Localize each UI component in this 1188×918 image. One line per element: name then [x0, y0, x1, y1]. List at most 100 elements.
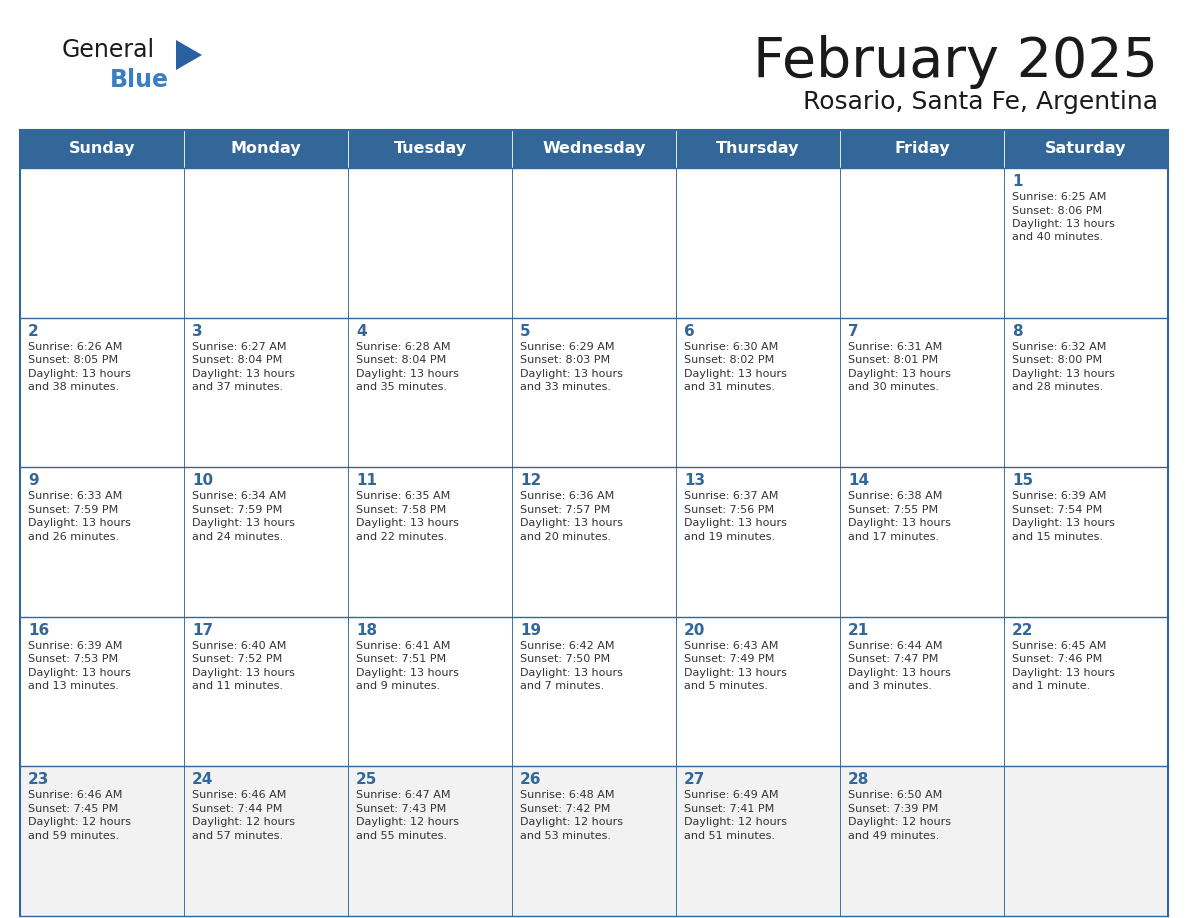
- Text: Sunset: 7:41 PM: Sunset: 7:41 PM: [684, 804, 775, 814]
- Bar: [20, 467, 184, 617]
- Text: Sunset: 8:03 PM: Sunset: 8:03 PM: [520, 355, 611, 365]
- Text: Daylight: 13 hours: Daylight: 13 hours: [1012, 667, 1114, 677]
- Text: Daylight: 13 hours: Daylight: 13 hours: [520, 518, 623, 528]
- Bar: [348, 168, 512, 318]
- Text: Daylight: 13 hours: Daylight: 13 hours: [848, 667, 950, 677]
- Bar: [676, 318, 840, 467]
- Text: 26: 26: [520, 772, 542, 788]
- Text: General: General: [62, 38, 156, 62]
- Text: Daylight: 13 hours: Daylight: 13 hours: [192, 667, 295, 677]
- Text: Sunset: 7:55 PM: Sunset: 7:55 PM: [848, 505, 939, 515]
- Text: and 9 minutes.: and 9 minutes.: [356, 681, 440, 691]
- Text: Daylight: 13 hours: Daylight: 13 hours: [684, 369, 786, 378]
- Text: Rosario, Santa Fe, Argentina: Rosario, Santa Fe, Argentina: [803, 90, 1158, 114]
- Text: Daylight: 13 hours: Daylight: 13 hours: [520, 667, 623, 677]
- Text: Sunrise: 6:30 AM: Sunrise: 6:30 AM: [684, 341, 778, 352]
- Text: and 40 minutes.: and 40 minutes.: [1012, 232, 1104, 242]
- Text: Sunset: 8:04 PM: Sunset: 8:04 PM: [192, 355, 283, 365]
- Text: February 2025: February 2025: [753, 35, 1158, 89]
- Text: 3: 3: [192, 324, 203, 339]
- Text: 24: 24: [192, 772, 214, 788]
- Text: Sunrise: 6:41 AM: Sunrise: 6:41 AM: [356, 641, 450, 651]
- Text: Daylight: 13 hours: Daylight: 13 hours: [848, 518, 950, 528]
- Text: Daylight: 12 hours: Daylight: 12 hours: [520, 817, 623, 827]
- Text: 17: 17: [192, 622, 213, 638]
- Text: Sunset: 8:05 PM: Sunset: 8:05 PM: [29, 355, 118, 365]
- Text: Sunrise: 6:26 AM: Sunrise: 6:26 AM: [29, 341, 122, 352]
- Text: 21: 21: [848, 622, 870, 638]
- Bar: [1004, 318, 1168, 467]
- Bar: [840, 168, 1004, 318]
- Text: Friday: Friday: [895, 141, 950, 156]
- Text: 6: 6: [684, 324, 695, 339]
- Bar: [184, 467, 348, 617]
- Bar: [20, 130, 184, 168]
- Bar: [676, 617, 840, 767]
- Text: Sunrise: 6:35 AM: Sunrise: 6:35 AM: [356, 491, 450, 501]
- Text: and 53 minutes.: and 53 minutes.: [520, 831, 611, 841]
- Text: Wednesday: Wednesday: [542, 141, 646, 156]
- Bar: [512, 168, 676, 318]
- Text: Sunset: 7:47 PM: Sunset: 7:47 PM: [848, 655, 939, 665]
- Text: Daylight: 13 hours: Daylight: 13 hours: [520, 369, 623, 378]
- Text: Daylight: 13 hours: Daylight: 13 hours: [29, 369, 131, 378]
- Text: Sunset: 7:46 PM: Sunset: 7:46 PM: [1012, 655, 1102, 665]
- Text: 18: 18: [356, 622, 377, 638]
- Text: 22: 22: [1012, 622, 1034, 638]
- Text: and 31 minutes.: and 31 minutes.: [684, 382, 775, 392]
- Text: 4: 4: [356, 324, 367, 339]
- Text: Sunset: 7:45 PM: Sunset: 7:45 PM: [29, 804, 119, 814]
- Text: and 26 minutes.: and 26 minutes.: [29, 532, 119, 542]
- Text: 27: 27: [684, 772, 706, 788]
- Text: 9: 9: [29, 473, 39, 488]
- Text: Thursday: Thursday: [716, 141, 800, 156]
- Bar: [840, 467, 1004, 617]
- Text: 25: 25: [356, 772, 378, 788]
- Text: Blue: Blue: [110, 68, 169, 92]
- Text: Sunset: 7:42 PM: Sunset: 7:42 PM: [520, 804, 611, 814]
- Text: and 15 minutes.: and 15 minutes.: [1012, 532, 1102, 542]
- Text: Sunset: 8:00 PM: Sunset: 8:00 PM: [1012, 355, 1102, 365]
- Text: Sunrise: 6:42 AM: Sunrise: 6:42 AM: [520, 641, 614, 651]
- Text: 1: 1: [1012, 174, 1023, 189]
- Text: 11: 11: [356, 473, 377, 488]
- Text: Sunset: 8:04 PM: Sunset: 8:04 PM: [356, 355, 447, 365]
- Text: and 49 minutes.: and 49 minutes.: [848, 831, 940, 841]
- Bar: [512, 617, 676, 767]
- Bar: [676, 767, 840, 916]
- Text: Sunrise: 6:45 AM: Sunrise: 6:45 AM: [1012, 641, 1106, 651]
- Text: Sunday: Sunday: [69, 141, 135, 156]
- Text: Sunset: 7:43 PM: Sunset: 7:43 PM: [356, 804, 447, 814]
- Text: Sunset: 7:53 PM: Sunset: 7:53 PM: [29, 655, 118, 665]
- Text: Sunrise: 6:32 AM: Sunrise: 6:32 AM: [1012, 341, 1106, 352]
- Text: Daylight: 13 hours: Daylight: 13 hours: [1012, 369, 1114, 378]
- Text: Sunset: 7:51 PM: Sunset: 7:51 PM: [356, 655, 447, 665]
- Text: Sunrise: 6:44 AM: Sunrise: 6:44 AM: [848, 641, 942, 651]
- Text: Daylight: 13 hours: Daylight: 13 hours: [356, 667, 459, 677]
- Text: 15: 15: [1012, 473, 1034, 488]
- Text: Daylight: 13 hours: Daylight: 13 hours: [356, 518, 459, 528]
- Text: Daylight: 12 hours: Daylight: 12 hours: [848, 817, 952, 827]
- Bar: [20, 318, 184, 467]
- Text: Daylight: 12 hours: Daylight: 12 hours: [356, 817, 459, 827]
- Text: Sunrise: 6:38 AM: Sunrise: 6:38 AM: [848, 491, 942, 501]
- Text: Daylight: 12 hours: Daylight: 12 hours: [29, 817, 131, 827]
- Text: Sunrise: 6:33 AM: Sunrise: 6:33 AM: [29, 491, 122, 501]
- Text: Sunset: 7:59 PM: Sunset: 7:59 PM: [192, 505, 283, 515]
- Text: Sunrise: 6:47 AM: Sunrise: 6:47 AM: [356, 790, 450, 800]
- Text: Sunrise: 6:50 AM: Sunrise: 6:50 AM: [848, 790, 942, 800]
- Text: 13: 13: [684, 473, 706, 488]
- Text: and 5 minutes.: and 5 minutes.: [684, 681, 767, 691]
- Text: and 37 minutes.: and 37 minutes.: [192, 382, 283, 392]
- Text: Sunrise: 6:28 AM: Sunrise: 6:28 AM: [356, 341, 450, 352]
- Text: Sunset: 7:44 PM: Sunset: 7:44 PM: [192, 804, 283, 814]
- Text: Sunrise: 6:40 AM: Sunrise: 6:40 AM: [192, 641, 286, 651]
- Text: 19: 19: [520, 622, 541, 638]
- Bar: [184, 617, 348, 767]
- Text: Sunset: 7:52 PM: Sunset: 7:52 PM: [192, 655, 283, 665]
- Text: and 38 minutes.: and 38 minutes.: [29, 382, 119, 392]
- Bar: [512, 467, 676, 617]
- Text: Sunset: 7:49 PM: Sunset: 7:49 PM: [684, 655, 775, 665]
- Text: Sunrise: 6:49 AM: Sunrise: 6:49 AM: [684, 790, 778, 800]
- Text: Daylight: 13 hours: Daylight: 13 hours: [684, 667, 786, 677]
